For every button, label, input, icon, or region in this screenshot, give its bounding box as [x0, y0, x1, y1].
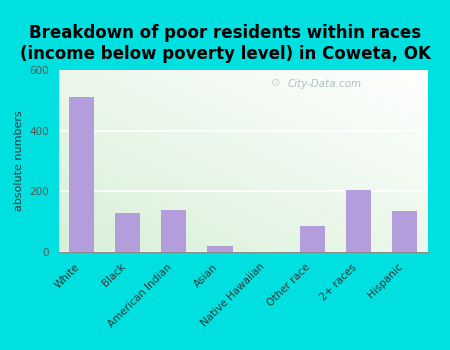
Y-axis label: absolute numbers: absolute numbers — [14, 111, 23, 211]
Text: City-Data.com: City-Data.com — [287, 79, 361, 89]
Bar — [161, 210, 186, 252]
Bar — [207, 246, 233, 252]
Bar — [300, 226, 325, 252]
Text: Breakdown of poor residents within races
(income below poverty level) in Coweta,: Breakdown of poor residents within races… — [19, 25, 431, 63]
Bar — [346, 190, 371, 252]
Bar — [392, 211, 417, 252]
Text: ⊙: ⊙ — [270, 78, 280, 88]
Bar — [69, 97, 94, 252]
Bar — [115, 212, 140, 252]
